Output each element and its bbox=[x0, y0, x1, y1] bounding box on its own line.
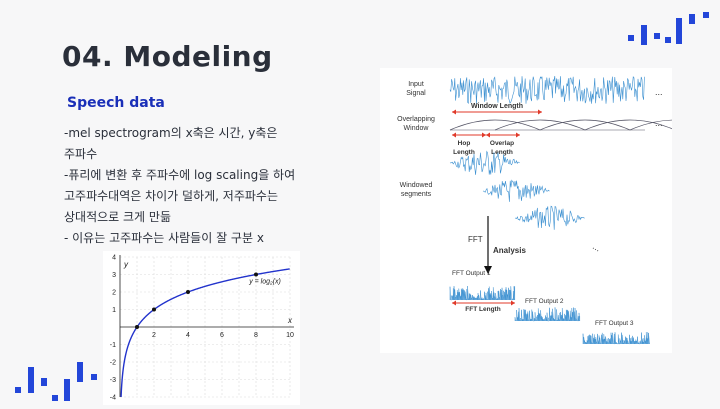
x-tick-label: 8 bbox=[254, 332, 258, 339]
hop-length-label: Hop bbox=[458, 140, 471, 147]
fft-output-label: FFT Output 1 bbox=[452, 270, 491, 277]
data-point bbox=[254, 272, 258, 277]
ellipsis-mark: ... bbox=[591, 241, 603, 253]
overlapping-window-label: Overlapping bbox=[397, 116, 435, 123]
fft-label: FFT bbox=[468, 235, 483, 244]
windowed-segments-label: segments bbox=[401, 191, 432, 198]
analysis-label: Analysis bbox=[493, 246, 526, 255]
windowed-segment-2 bbox=[482, 179, 550, 202]
input-signal-label: Signal bbox=[406, 90, 426, 97]
y-tick-label: -2 bbox=[110, 360, 116, 367]
data-point bbox=[135, 325, 139, 329]
fft-output-1 bbox=[449, 286, 516, 301]
window-curve bbox=[494, 119, 586, 131]
curve-label: y = log₂(x) bbox=[248, 278, 281, 285]
fft-diagram: Input Signal... Window Length Overlapping Wi… bbox=[380, 68, 720, 353]
fft-length-label: FFT Length bbox=[465, 306, 500, 313]
fft-arrow-head bbox=[484, 266, 492, 274]
data-point bbox=[152, 307, 156, 312]
window-curve bbox=[539, 119, 631, 131]
overlap-length-arrow-head bbox=[486, 132, 520, 138]
windowed-segments-label: Windowed bbox=[400, 182, 433, 189]
ellipsis-mark: ... bbox=[655, 87, 663, 97]
window-curve bbox=[584, 119, 676, 131]
log-plot: 2 4 6 8 10 4 3 2 1 -1 -2 -3 -4 x y y = log₂(x) bbox=[103, 251, 300, 405]
fft-output-label: FFT Output 2 bbox=[525, 298, 564, 305]
slide-subtitle: Speech data bbox=[67, 95, 165, 111]
input-signal-label: Input bbox=[408, 81, 424, 88]
windowed-segment-1 bbox=[449, 150, 520, 175]
slide-title: 04. Modeling bbox=[62, 40, 273, 73]
log-curve bbox=[120, 268, 290, 398]
y-tick-label: 4 bbox=[112, 255, 116, 262]
fft-output-3 bbox=[582, 332, 650, 345]
data-point bbox=[186, 290, 190, 294]
fft-diagram-svg: Input Signal ... Window Length Overlapping Wi… bbox=[397, 75, 720, 345]
y-tick-label: -3 bbox=[110, 377, 116, 384]
y-axis-label: y bbox=[123, 260, 129, 269]
overlapping-window-label: Window bbox=[404, 125, 430, 132]
window-curve bbox=[449, 119, 541, 131]
x-tick-label: 4 bbox=[186, 332, 190, 339]
x-tick-label: 2 bbox=[152, 332, 156, 339]
body-line: -mel spectrogram의 x축은 시간, y축은 bbox=[64, 126, 278, 140]
ellipsis-mark: ... bbox=[655, 118, 663, 128]
body-line: 고주파수대역은 차이가 덜하게, 저주파수는 bbox=[64, 189, 278, 203]
body-line: 상대적으로 크게 만듦 bbox=[64, 210, 171, 224]
y-tick-label: -4 bbox=[110, 395, 116, 402]
windowed-segment-3 bbox=[514, 205, 585, 230]
y-tick-label: 1 bbox=[112, 307, 116, 314]
body-line: 주파수 bbox=[64, 147, 98, 161]
log-plot-svg: 2 4 6 8 10 4 3 2 1 -1 -2 -3 -4 x y y = log₂(x) bbox=[110, 255, 294, 402]
fft-output-2 bbox=[514, 307, 581, 322]
overlap-length-label: Length bbox=[491, 149, 513, 156]
y-tick-label: 3 bbox=[112, 272, 116, 279]
window-curve bbox=[629, 119, 720, 131]
x-tick-label: 10 bbox=[286, 332, 294, 339]
body-line: - 이유는 고주파수는 사람들이 잘 구분 x bbox=[64, 231, 264, 245]
fft-output-label: FFT Output 3 bbox=[595, 320, 634, 327]
hop-length-arrow-head bbox=[452, 132, 486, 138]
input-signal-wave bbox=[449, 75, 645, 104]
y-tick-label: 2 bbox=[112, 290, 116, 297]
window-length-label: Window Length bbox=[471, 103, 523, 110]
overlap-length-label: Overlap bbox=[490, 140, 514, 147]
x-axis-label: x bbox=[287, 316, 293, 325]
y-tick-label: -1 bbox=[110, 342, 116, 349]
x-tick-label: 6 bbox=[220, 332, 224, 339]
hop-length-label: Length bbox=[453, 149, 475, 156]
body-line: -퓨리에 변환 후 주파수에 log scaling을 하여 bbox=[64, 168, 296, 182]
